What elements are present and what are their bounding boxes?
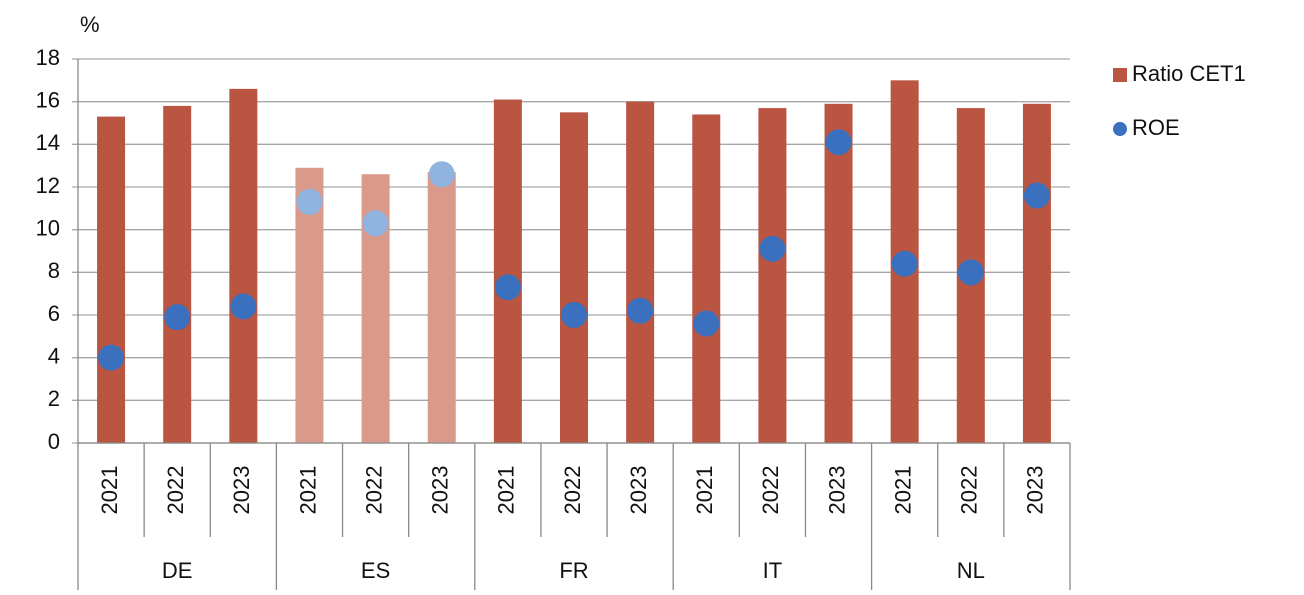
x-tick-label: 2021	[97, 466, 122, 515]
bar	[824, 103, 853, 444]
x-tick-label: 2023	[1023, 466, 1048, 515]
point	[494, 274, 521, 301]
y-tick-label: 0	[48, 429, 60, 454]
bar	[427, 172, 456, 444]
y-tick-label: 14	[36, 130, 60, 155]
point	[957, 259, 984, 286]
point	[759, 235, 786, 262]
x-tick-label: 2023	[626, 466, 651, 515]
y-tick-label: 12	[36, 173, 60, 198]
point	[825, 129, 852, 156]
point	[362, 210, 389, 237]
y-tick-label: 10	[36, 215, 60, 240]
bar	[229, 88, 258, 443]
point	[1023, 182, 1050, 209]
x-tick-label: 2021	[890, 466, 915, 515]
x-tick-label: 2022	[957, 466, 982, 515]
bar	[626, 101, 655, 444]
point	[891, 250, 918, 277]
x-tick-label: 2023	[229, 466, 254, 515]
x-tick-label: 2021	[295, 466, 320, 515]
y-tick-label: 16	[36, 87, 60, 112]
legend-label: ROE	[1132, 115, 1180, 140]
bar	[97, 116, 126, 443]
group-label: DE	[162, 558, 193, 583]
x-tick-label: 2021	[692, 466, 717, 515]
x-tick-label: 2022	[560, 466, 585, 515]
bar	[1022, 103, 1051, 444]
y-tick-label: 6	[48, 301, 60, 326]
point	[164, 304, 191, 331]
point	[230, 293, 257, 320]
y-tick-label: 8	[48, 258, 60, 283]
group-label: ES	[361, 558, 390, 583]
bar	[758, 108, 787, 444]
bar	[692, 114, 721, 443]
group-label: NL	[957, 558, 985, 583]
x-tick-label: 2023	[428, 466, 453, 515]
bar	[493, 99, 522, 444]
legend-swatch	[1113, 122, 1127, 136]
x-tick-label: 2022	[758, 466, 783, 515]
legend-swatch	[1113, 68, 1127, 82]
y-tick-label: 18	[36, 45, 60, 70]
y-axis-label: %	[80, 12, 100, 37]
point	[98, 344, 125, 371]
x-tick-label: 2022	[163, 466, 188, 515]
point	[627, 297, 654, 324]
legend-label: Ratio CET1	[1132, 61, 1246, 86]
bar	[560, 112, 588, 443]
group-label: FR	[559, 558, 588, 583]
x-tick-label: 2022	[361, 466, 386, 515]
point	[693, 310, 720, 337]
point	[296, 188, 323, 215]
point	[561, 302, 587, 328]
point	[428, 161, 455, 188]
bar	[163, 105, 192, 443]
x-tick-label: 2021	[494, 466, 519, 515]
y-tick-label: 2	[48, 386, 60, 411]
x-tick-label: 2023	[824, 466, 849, 515]
group-label: IT	[763, 558, 783, 583]
y-tick-label: 4	[48, 343, 60, 368]
